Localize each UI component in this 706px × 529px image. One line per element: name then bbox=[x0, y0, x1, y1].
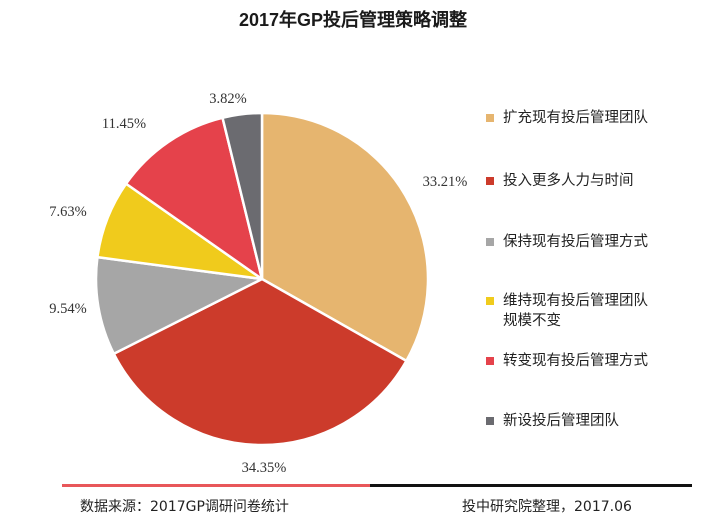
legend-swatch bbox=[486, 114, 494, 122]
pie-slice bbox=[112, 277, 408, 447]
legend-swatch bbox=[486, 357, 494, 365]
pie-slice bbox=[94, 255, 264, 356]
chart-title: 2017年GP投后管理策略调整 bbox=[238, 10, 468, 30]
legend-item-more-resources: 投入更多人力与时间 bbox=[486, 171, 703, 191]
slice-data-label: 3.82% bbox=[209, 91, 246, 107]
legend-label: 转变现有投后管理方式 bbox=[503, 353, 648, 369]
legend-item-keep-approach: 保持现有投后管理方式 bbox=[486, 232, 703, 252]
slice-data-label: 11.45% bbox=[102, 116, 146, 132]
footer-rule-red bbox=[62, 484, 370, 487]
legend-label: 扩充现有投后管理团队 bbox=[503, 110, 648, 126]
legend-label-line: 规模不变 bbox=[503, 313, 561, 329]
legend-label: 新设投后管理团队 bbox=[503, 413, 619, 429]
legend-item-change-approach: 转变现有投后管理方式 bbox=[486, 351, 703, 371]
legend-label: 保持现有投后管理方式 bbox=[503, 234, 648, 250]
legend-swatch bbox=[486, 297, 494, 305]
legend-item-expand-team: 扩充现有投后管理团队 bbox=[486, 108, 703, 128]
legend-swatch bbox=[486, 177, 494, 185]
pie-slice bbox=[221, 111, 264, 281]
slice-data-label: 33.21% bbox=[423, 174, 468, 190]
footer-rule-black bbox=[370, 484, 692, 487]
data-source: 数据来源：2017GP调研问卷统计 bbox=[80, 499, 289, 515]
pie-slice bbox=[260, 111, 430, 363]
legend-item-new-team: 新设投后管理团队 bbox=[486, 411, 703, 431]
legend-label: 维持现有投后管理团队 规模不变 bbox=[503, 291, 703, 331]
legend-swatch bbox=[486, 238, 494, 246]
legend-item-maintain-team-size: 维持现有投后管理团队 规模不变 bbox=[486, 291, 703, 331]
slice-data-label: 34.35% bbox=[242, 460, 287, 476]
legend-label-line: 维持现有投后管理团队 bbox=[503, 293, 648, 309]
legend-swatch bbox=[486, 417, 494, 425]
legend-label: 投入更多人力与时间 bbox=[503, 173, 634, 189]
slice-data-label: 7.63% bbox=[49, 204, 86, 220]
pie-slice bbox=[124, 116, 264, 281]
credit: 投中研究院整理，2017.06 bbox=[462, 499, 632, 515]
slice-data-label: 9.54% bbox=[49, 301, 86, 317]
